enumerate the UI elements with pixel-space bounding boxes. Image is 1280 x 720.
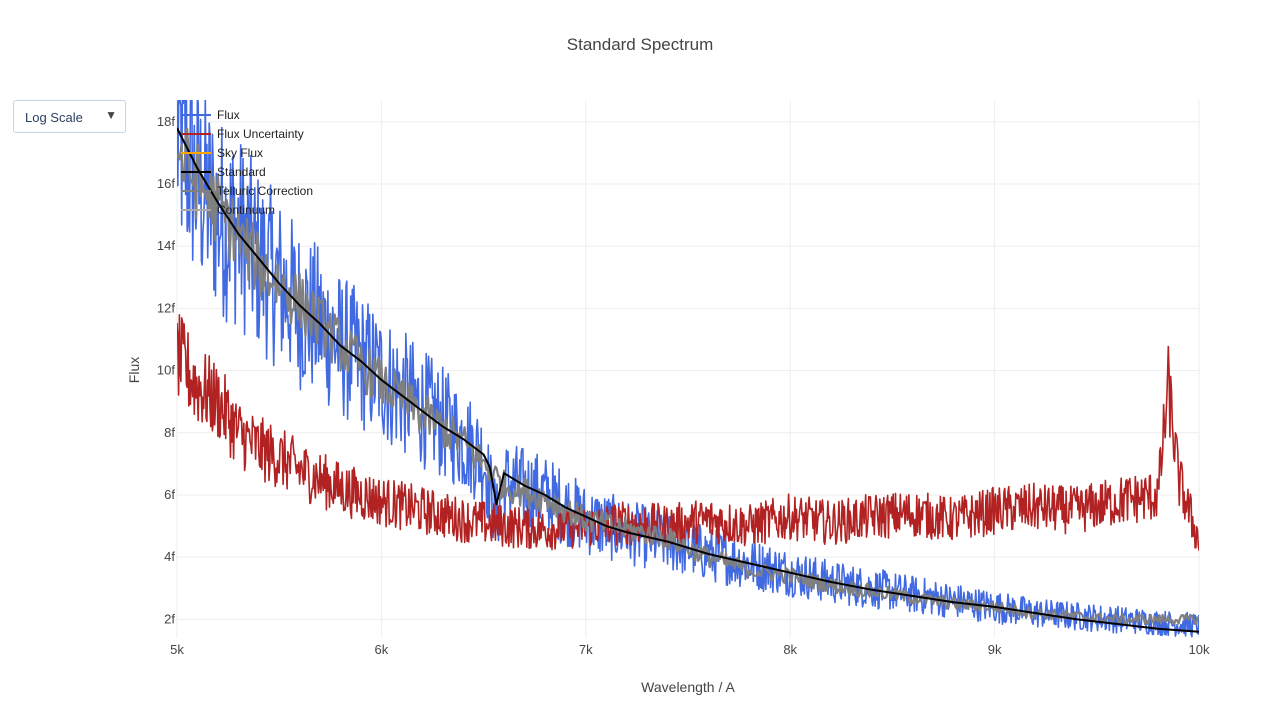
series-line-3 [177, 127, 1199, 633]
legend-item[interactable]: Sky Flux [181, 146, 263, 160]
x-tick-label: 7k [579, 642, 593, 657]
x-tick-label: 5k [170, 642, 184, 657]
x-tick-label: 10k [1189, 642, 1210, 657]
legend-label: Flux [217, 108, 240, 122]
y-tick-label: 2f [164, 611, 175, 626]
legend[interactable]: Flux Flux Uncertainty Sky Flux Standard Tell… [181, 108, 313, 217]
y-tick-label: 18f [157, 114, 175, 129]
y-tick-label: 4f [164, 549, 175, 564]
legend-item[interactable]: Flux [181, 108, 240, 122]
y-tick-label: 6f [164, 487, 175, 502]
x-tick-label: 8k [783, 642, 797, 657]
y-tick-label: 12f [157, 300, 175, 315]
chart-title: Standard Spectrum [567, 35, 713, 54]
y-tick-label: 10f [157, 363, 175, 378]
scale-dropdown[interactable]: Log Scale ▼ [13, 100, 126, 133]
chevron-down-icon: ▼ [105, 108, 117, 122]
legend-label: Flux Uncertainty [217, 127, 304, 141]
legend-item[interactable]: Flux Uncertainty [181, 127, 304, 141]
axis-ticks: 5k 6k 7k 8k 9k 10k 2f 4f 6f 8f 10f 12f 14f 16f 18f [157, 114, 1210, 657]
scale-dropdown-label: Log Scale [25, 110, 83, 125]
y-tick-label: 16f [157, 176, 175, 191]
x-axis-label: Wavelength / A [641, 679, 735, 695]
legend-label: Telluric Correction [217, 184, 313, 198]
series-layer [177, 100, 1199, 638]
legend-item[interactable]: Standard [181, 165, 266, 179]
legend-label: Sky Flux [217, 146, 263, 160]
series-line-4 [177, 127, 1199, 626]
legend-item[interactable]: Continuum [181, 203, 275, 217]
x-tick-label: 9k [988, 642, 1002, 657]
x-tick-label: 6k [375, 642, 389, 657]
legend-label: Standard [217, 165, 266, 179]
y-axis-label: Flux [126, 357, 142, 383]
legend-label: Continuum [217, 203, 275, 217]
y-tick-label: 14f [157, 238, 175, 253]
series-line-1 [177, 313, 1199, 551]
legend-item[interactable]: Telluric Correction [181, 184, 313, 198]
y-tick-label: 8f [164, 425, 175, 440]
